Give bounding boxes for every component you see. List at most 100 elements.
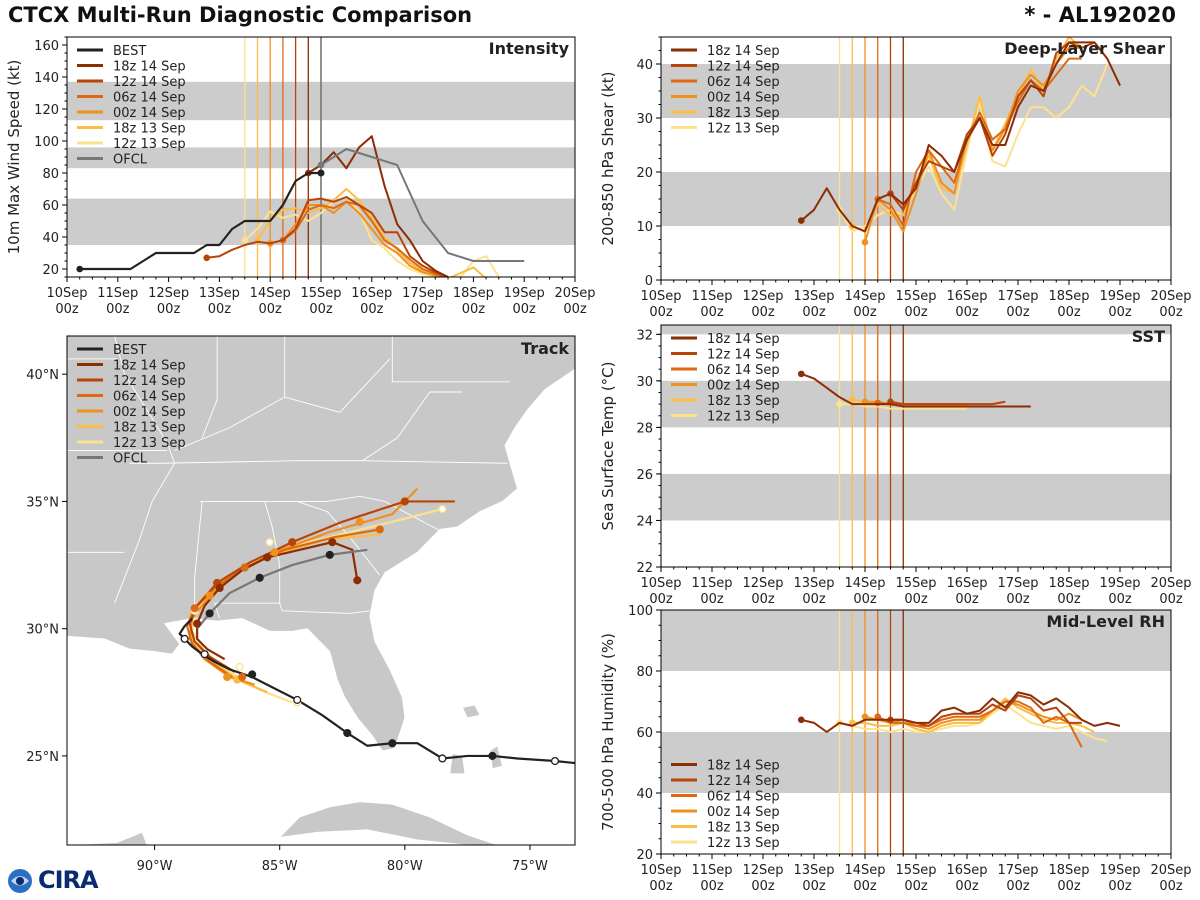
track-frame xyxy=(66,335,576,846)
rh-xtick-label: 11Sep xyxy=(691,863,732,878)
intensity-xtick-label: 12Sep xyxy=(148,286,189,301)
sst-xtick-label: 00z xyxy=(1108,592,1132,607)
state-border xyxy=(362,391,463,462)
sst-xtick-label: 00z xyxy=(1006,592,1030,607)
intensity-plot-area xyxy=(67,37,575,277)
shear-xtick-label: 00z xyxy=(853,305,877,320)
intensity-point xyxy=(76,265,83,273)
state-border xyxy=(194,501,203,619)
track-point xyxy=(438,754,447,763)
track-point xyxy=(205,591,214,600)
shear-legend-label: 00z 14 Sep xyxy=(707,91,780,106)
shear-xtick-label: 13Sep xyxy=(793,289,834,304)
track-series-BEST xyxy=(178,617,575,765)
cira-logo: CIRA xyxy=(4,866,104,896)
land-shape xyxy=(278,801,498,845)
intensity-ytick-label: 160 xyxy=(34,39,59,54)
intensity-xtick-label: 00z xyxy=(360,302,384,317)
sst-series-12z-14-Sep xyxy=(890,400,1006,406)
rh-title: Mid-Level RH xyxy=(1046,612,1165,631)
shear-xtick-label: 00z xyxy=(955,305,979,320)
state-border xyxy=(279,603,370,614)
state-border xyxy=(129,460,508,464)
sst-ytick-label: 30 xyxy=(636,375,653,390)
rh-xtick-label: 00z xyxy=(649,879,673,894)
shear-series-18z-14-Sep xyxy=(800,41,1121,233)
shear-xtick-label: 00z xyxy=(802,305,826,320)
shear-ytick-label: 30 xyxy=(636,112,653,127)
sst-series-18z-14-Sep xyxy=(800,372,1031,408)
shear-xtick-label: 00z xyxy=(1108,305,1132,320)
intensity-legend-label: 12z 13 Sep xyxy=(113,137,186,152)
rh-xtick-label: 13Sep xyxy=(793,863,834,878)
intensity-point xyxy=(241,236,249,244)
sst-point xyxy=(848,396,856,403)
sst-point xyxy=(874,399,882,407)
shear-point xyxy=(797,217,805,224)
rh-legend-label: 06z 14 Sep xyxy=(707,790,780,805)
track-point xyxy=(248,670,257,679)
intensity-xtick-label: 00z xyxy=(462,302,486,317)
track-point xyxy=(193,619,202,628)
intensity-legend-label: 06z 14 Sep xyxy=(113,91,186,106)
sst-point xyxy=(797,370,805,378)
track-legend-label: 12z 14 Sep xyxy=(113,374,186,389)
track-point xyxy=(400,497,409,506)
rh-xtick-label: 00z xyxy=(1159,879,1183,894)
sst-xtick-label: 15Sep xyxy=(895,576,936,591)
track-xtick-label: 90°W xyxy=(137,859,173,874)
track-title: Track xyxy=(521,339,569,358)
track-ytick-label: 35°N xyxy=(26,495,59,510)
intensity-xtick-label: 19Sep xyxy=(504,286,545,301)
track-legend-label: OFCL xyxy=(113,452,148,467)
cira-logo-text: CIRA xyxy=(38,866,99,894)
sst-point xyxy=(836,400,843,408)
shear-xtick-label: 00z xyxy=(1057,305,1081,320)
intensity-ylabel: 10m Max Wind Speed (kt) xyxy=(5,60,23,255)
shear-point xyxy=(861,238,869,246)
intensity-ytick-label: 40 xyxy=(42,231,59,246)
intensity-legend-label: 00z 14 Sep xyxy=(113,106,186,121)
sst-legend-label: 18z 14 Sep xyxy=(707,332,780,347)
panel-sst: 22242628303210Sep00z11Sep00z12Sep00z13Se… xyxy=(599,324,1192,607)
track-legend-label: 06z 14 Sep xyxy=(113,390,186,405)
shear-xtick-label: 11Sep xyxy=(691,289,732,304)
rh-xtick-label: 15Sep xyxy=(895,863,936,878)
intensity-xtick-label: 17Sep xyxy=(402,286,443,301)
intensity-series-BEST xyxy=(79,171,321,271)
track-ytick-label: 25°N xyxy=(26,750,59,765)
intensity-xtick-label: 15Sep xyxy=(300,286,341,301)
track-point xyxy=(238,672,247,682)
track-point xyxy=(265,538,274,547)
shear-xtick-label: 20Sep xyxy=(1150,289,1191,304)
intensity-xtick-label: 10Sep xyxy=(46,286,87,301)
track-point xyxy=(205,609,214,618)
cira-swirl-icon xyxy=(8,869,32,893)
shear-legend-label: 12z 13 Sep xyxy=(707,122,780,137)
shear-ytick-label: 40 xyxy=(636,58,653,73)
state-border xyxy=(391,336,510,383)
track-point xyxy=(353,576,362,585)
rh-xtick-label: 14Sep xyxy=(844,863,885,878)
rh-xtick-label: 17Sep xyxy=(997,863,1038,878)
shear-series-12z-14-Sep xyxy=(889,41,1095,211)
sst-title: SST xyxy=(1132,327,1165,346)
sst-xtick-label: 00z xyxy=(802,592,826,607)
land-shape xyxy=(67,831,148,845)
state-border xyxy=(214,501,281,619)
intensity-xtick-label: 11Sep xyxy=(97,286,138,301)
rh-point xyxy=(874,713,882,721)
sst-xtick-label: 19Sep xyxy=(1099,576,1140,591)
rh-legend-label: 12z 13 Sep xyxy=(707,836,780,851)
intensity-xtick-label: 16Sep xyxy=(351,286,392,301)
intensity-xtick-label: 00z xyxy=(106,302,130,317)
sst-xtick-label: 00z xyxy=(649,592,673,607)
rh-ytick-label: 80 xyxy=(636,665,653,680)
track-xtick-label: 80°W xyxy=(387,859,423,874)
rh-legend-label: 12z 14 Sep xyxy=(707,774,780,789)
rh-point xyxy=(861,713,869,721)
rh-band xyxy=(661,732,1171,793)
sst-ytick-label: 22 xyxy=(636,561,653,576)
shear-legend-label: 06z 14 Sep xyxy=(707,75,780,90)
intensity-point xyxy=(317,161,325,169)
